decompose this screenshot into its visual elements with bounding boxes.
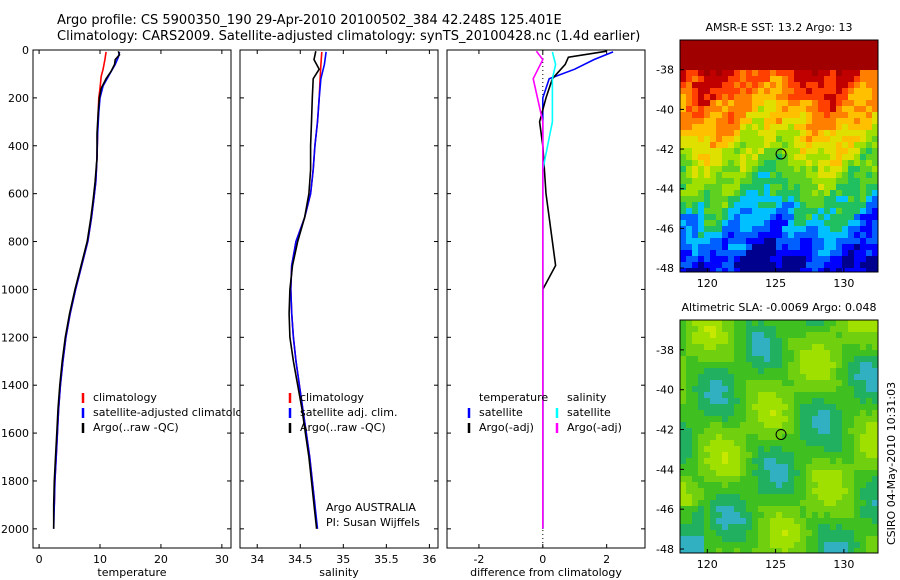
x-tick-label: 120 [697,277,718,290]
y-tick-label: -40 [656,103,674,116]
x-tick-label: 0 [36,553,43,566]
y-tick-label: -38 [656,64,674,77]
x-tick-label: 30 [215,553,229,566]
y-tick-label: 800 [8,236,29,249]
map-raster [680,320,878,553]
y-tick-label: 2000 [1,523,29,536]
x-tick-label: 34.5 [288,553,313,566]
legend-group-title: temperature [479,391,548,404]
x-tick-label: 10 [93,553,107,566]
x-tick-label: 0 [539,553,546,566]
y-tick-label: 400 [8,140,29,153]
y-tick-label: 0 [22,44,29,57]
x-axis-label: salinity [319,566,359,579]
x-tick-label: 120 [697,558,718,571]
figure-title-line1: Argo profile: CS 5900350_190 29-Apr-2010… [57,13,562,28]
argo-location-marker [775,148,787,160]
map-frame [679,319,879,554]
legend-label: satellite-adjusted climatology [93,406,256,419]
sst-map-panel: 120 125 130 -38 -40 -42 -44 -46 -48 AMSR-E SST: 1… [656,21,879,290]
map-title: AMSR-E SST: 13.2 Argo: 13 [705,21,852,34]
argo-location-marker [775,428,787,440]
legend-label: Argo(-adj) [479,421,534,434]
x-tick-label: 36 [422,553,436,566]
y-tick-label: 1000 [1,283,29,296]
plot-frame [32,49,232,549]
map-frame [679,39,879,273]
y-tick-label: -46 [656,503,674,516]
y-tick-label: -42 [656,143,674,156]
legend-label: Argo(-adj) [567,421,622,434]
legend-label: satellite adj. clim. [300,406,397,419]
sla-map-panel: 120 125 130 -38 -40 -42 -44 -46 -48 Altimetric SL… [656,301,879,571]
x-axis-label: difference from climatology [470,566,622,579]
series-line [288,51,321,529]
annotation-line: Argo AUSTRALIA [326,501,416,514]
y-tick-label: -38 [656,344,674,357]
x-tick-label: -2 [473,553,484,566]
y-tick-label: -40 [656,384,674,397]
plot-frame [239,49,439,549]
x-tick-label: 130 [833,558,854,571]
y-tick-label: -44 [656,463,674,476]
y-tick-label: 1800 [1,475,29,488]
series-line [532,50,544,529]
y-tick-label: -46 [656,222,674,235]
y-tick-label: 1200 [1,331,29,344]
legend-label: satellite [479,406,523,419]
series-line [538,50,607,529]
y-tick-label: -48 [656,262,674,275]
salinity-profile-panel: 34 34.5 35 35.5 36 salinity climatology satelli… [239,49,439,579]
legend-label: satellite [567,406,611,419]
legend-label: Argo(..raw -QC) [300,421,386,434]
figure-title-line2: Climatology: CARS2009. Satellite-adjuste… [57,29,641,44]
map-raster [680,40,878,272]
y-tick-label: 600 [8,188,29,201]
y-tick-label: 1400 [1,379,29,392]
legend-label: climatology [93,391,157,404]
x-tick-label: 20 [154,553,168,566]
x-tick-label: 130 [833,277,854,290]
x-tick-label: 35 [336,553,350,566]
plot-frame [446,49,646,549]
x-tick-label: 125 [765,558,786,571]
legend-label: Argo(..raw -QC) [93,421,179,434]
legend-label: climatology [300,391,364,404]
legend-group-title: salinity [567,391,607,404]
x-tick-label: 35.5 [374,553,399,566]
x-tick-label: 125 [765,277,786,290]
y-tick-label: -48 [656,543,674,556]
map-title: Altimetric SLA: -0.0069 Argo: 0.048 [682,301,877,314]
temperature-profile-panel: 0 10 20 30 0 200 400 600 800 1000 1200 1400 1600 1800… [1,44,256,579]
x-axis-label: temperature [97,566,166,579]
series-line [52,50,121,529]
annotation-line: PI: Susan Wijffels [326,516,420,529]
y-tick-label: 1600 [1,427,29,440]
y-tick-label: 200 [8,92,29,105]
x-tick-label: 2 [603,553,610,566]
y-tick-label: -42 [656,424,674,437]
x-tick-label: 34 [250,553,264,566]
y-tick-label: -44 [656,183,674,196]
